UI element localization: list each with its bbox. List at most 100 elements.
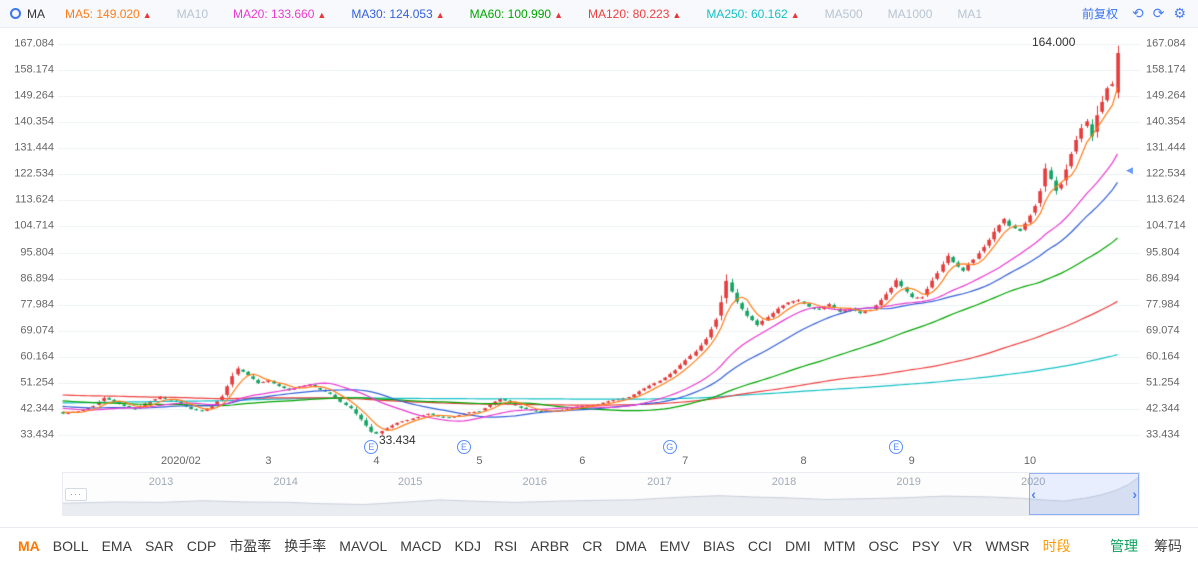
x-axis-label: 5 xyxy=(476,455,483,467)
undo-icon[interactable]: ⟲ xyxy=(1131,5,1144,21)
up-arrow-icon: ▲ xyxy=(317,9,327,20)
up-arrow-icon: ▲ xyxy=(142,9,152,20)
navigator-year-2019: 2019 xyxy=(896,476,921,488)
y-axis-label: 60.164 xyxy=(20,350,54,363)
redo-icon[interactable]: ⟳ xyxy=(1152,5,1165,21)
y-axis-label: 140.354 xyxy=(1146,115,1186,128)
toolbar-item-dma[interactable]: DMA xyxy=(615,537,647,554)
event-marker-e[interactable]: E xyxy=(364,440,379,454)
navigator-year-2016: 2016 xyxy=(522,476,548,488)
y-axis-label: 131.444 xyxy=(14,141,54,154)
y-axis-label: 167.084 xyxy=(1146,37,1186,50)
navigator-selection[interactable]: ‹ › xyxy=(1029,473,1139,515)
toolbar-item-mavol[interactable]: MAVOL xyxy=(339,537,388,554)
toolbar-item-sar[interactable]: SAR xyxy=(144,537,174,554)
settings-icon[interactable]: ⚙ xyxy=(1173,5,1186,21)
toolbar-item-筹码[interactable]: 筹码 xyxy=(1154,537,1182,554)
ma-legend-extra[interactable]: MA1 xyxy=(957,6,983,21)
toolbar-item-vr[interactable]: VR xyxy=(952,537,973,554)
x-axis-label: 9 xyxy=(908,455,915,467)
y-axis-label: 95.804 xyxy=(1146,246,1180,259)
y-axis-label: 149.264 xyxy=(1146,89,1186,102)
up-arrow-icon: ▲ xyxy=(554,9,563,20)
up-arrow-icon: ▲ xyxy=(790,9,800,20)
scroll-left-arrow-icon[interactable]: ◀ xyxy=(1126,165,1133,175)
x-axis-label: 10 xyxy=(1023,455,1037,467)
event-marker-e[interactable]: E xyxy=(889,440,904,454)
y-axis-label: 86.894 xyxy=(20,272,54,285)
ma-legend-ma5[interactable]: MA5: 149.020 ▲ xyxy=(65,6,152,21)
toolbar-item-时段[interactable]: 时段 xyxy=(1042,537,1071,554)
y-axis-label: 131.444 xyxy=(1146,141,1186,154)
up-arrow-icon: ▲ xyxy=(435,9,445,20)
y-axis-label: 51.254 xyxy=(20,376,54,389)
navigator-right-handle[interactable]: › xyxy=(1132,486,1137,502)
indicator-title[interactable]: MA xyxy=(27,6,45,21)
navigator-left-handle[interactable]: ‹ xyxy=(1031,486,1036,502)
toolbar-item-bias[interactable]: BIAS xyxy=(702,537,735,554)
y-axis-label: 167.084 xyxy=(14,37,54,50)
indicator-buttons: MA BOLL EMA SAR CDP 市盈率 换手率 MAVOL MACD KDJ RSI ARBR… xyxy=(18,536,1071,556)
event-marker-e[interactable]: E xyxy=(456,440,471,454)
toolbar-item-boll[interactable]: BOLL xyxy=(52,537,89,554)
toolbar-item-cdp[interactable]: CDP xyxy=(186,537,217,554)
ma-legend-ma10[interactable]: MA10 xyxy=(176,6,208,21)
ma-legend-ma250[interactable]: MA250: 60.162 ▲ xyxy=(706,6,800,21)
ma-legend-ma30[interactable]: MA30: 124.053 ▲ xyxy=(351,6,445,21)
navigator-more-button[interactable]: ··· xyxy=(65,488,87,501)
navigator-year-2013: 2013 xyxy=(148,476,174,488)
toolbar-item-kdj[interactable]: KDJ xyxy=(454,537,481,554)
low-price-annotation: 33.434 xyxy=(379,433,416,447)
y-axis-label: 104.714 xyxy=(14,219,54,232)
y-axis-label: 122.534 xyxy=(14,167,54,180)
toolbar-item-osc[interactable]: OSC xyxy=(868,537,899,554)
y-axis-label: 122.534 xyxy=(1146,167,1186,180)
toolbar-item-dmi[interactable]: DMI xyxy=(784,537,811,554)
navigator-year-2015: 2015 xyxy=(397,476,423,488)
ma-legend-ma500[interactable]: MA500 xyxy=(824,6,863,21)
x-axis-label: 4 xyxy=(373,455,380,467)
y-axis-label: 77.984 xyxy=(1146,298,1180,311)
latest-price-annotation: 164.000 xyxy=(1032,35,1076,49)
toolbar-item-市盈率[interactable]: 市盈率 xyxy=(229,537,272,554)
toolbar-item-rsi[interactable]: RSI xyxy=(493,537,518,554)
x-axis-label: 6 xyxy=(579,455,586,467)
ma-legend: MA5: 149.020 ▲ MA10 MA20: 133.660 ▲ MA30: 124… xyxy=(65,7,1070,21)
ma-legend-ma60[interactable]: MA60: 100.990 ▲ xyxy=(469,6,563,21)
y-axis-label: 60.164 xyxy=(1146,350,1180,363)
up-arrow-icon: ▲ xyxy=(672,9,682,20)
x-axis-label: 8 xyxy=(800,455,807,467)
y-axis-label: 149.264 xyxy=(14,89,54,102)
toolbar-item-wmsr[interactable]: WMSR xyxy=(985,537,1030,554)
y-axis-label: 104.714 xyxy=(1146,219,1186,232)
toolbar-item-管理[interactable]: 管理 xyxy=(1110,537,1138,554)
y-axis-label: 51.254 xyxy=(1146,376,1180,389)
toolbar-item-macd[interactable]: MACD xyxy=(400,537,442,554)
toolbar-item-ma[interactable]: MA xyxy=(18,537,40,554)
ma-legend-ma1000[interactable]: MA1000 xyxy=(887,6,933,21)
x-axis-label: 2020/02 xyxy=(161,455,201,467)
toolbar-item-psy[interactable]: PSY xyxy=(911,537,940,554)
y-axis-label: 42.344 xyxy=(20,402,54,415)
ma-legend-ma20[interactable]: MA20: 133.660 ▲ xyxy=(233,6,327,21)
toolbar-item-arbr[interactable]: ARBR xyxy=(530,537,570,554)
toolbar-item-换手率[interactable]: 换手率 xyxy=(284,537,327,554)
event-marker-g[interactable]: G xyxy=(662,440,677,454)
toolbar-item-cr[interactable]: CR xyxy=(582,537,603,554)
y-axis-label: 42.344 xyxy=(1146,402,1180,415)
toolbar-item-mtm[interactable]: MTM xyxy=(823,537,856,554)
y-axis-label: 69.074 xyxy=(1146,324,1180,337)
indicator-legend-bar: MA MA5: 149.020 ▲ MA10 MA20: 133.660 ▲ MA30: … xyxy=(0,0,1198,28)
indicator-toolbar: MA BOLL EMA SAR CDP 市盈率 换手率 MAVOL MACD KDJ RSI ARBR… xyxy=(0,527,1198,563)
y-axis-label: 86.894 xyxy=(1146,272,1180,285)
candlestick-chart[interactable] xyxy=(0,28,1198,470)
y-axis-label: 77.984 xyxy=(20,298,54,311)
toolbar-item-emv[interactable]: EMV xyxy=(659,537,690,554)
y-axis-label: 69.074 xyxy=(20,324,54,337)
toolbar-item-ema[interactable]: EMA xyxy=(101,537,132,554)
toolbar-item-cci[interactable]: CCI xyxy=(747,537,772,554)
indicator-icon[interactable] xyxy=(10,8,21,19)
adjust-mode-button[interactable]: 前复权 xyxy=(1081,7,1118,21)
timeline-navigator[interactable]: 2013 2014 2015 2016 2017 2018 2019 2020 ‹ › ··· xyxy=(62,472,1140,516)
ma-legend-ma120[interactable]: MA120: 80.223 ▲ xyxy=(587,6,682,21)
